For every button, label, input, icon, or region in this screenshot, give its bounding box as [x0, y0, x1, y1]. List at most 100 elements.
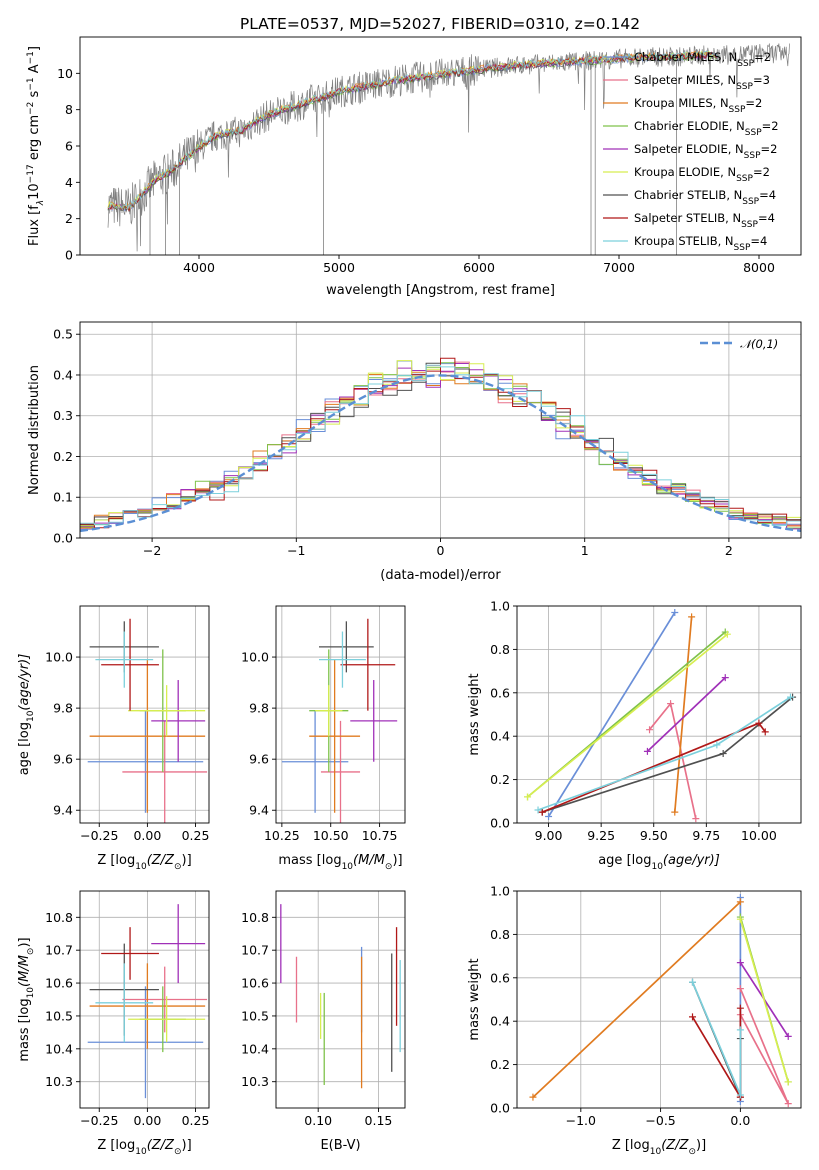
- residual-histogram-panel: −2 −1 0 1 2 0.0 0.1 0.2 0.3 0.4 0.5 (data-model)/er…: [27, 321, 802, 583]
- x-axis-label: E(B-V): [320, 1138, 360, 1153]
- weight-series-line: [691, 981, 742, 1096]
- spectrum-panel: 4000 5000 6000 7000 8000 0 2 4 6 8 10 wavelength [A…: [26, 36, 802, 298]
- weight-series-point: [736, 985, 744, 993]
- y-tick-label: 10.6: [241, 976, 269, 991]
- y-tick-label: 0.2: [490, 772, 510, 787]
- weight-series-point: [755, 719, 763, 727]
- weight-plot-area: [529, 894, 792, 1108]
- x-tick-label: 6000: [463, 260, 495, 275]
- weight-series-point: [545, 812, 553, 820]
- y-axis-label: Normed distribution: [27, 365, 42, 495]
- x-axis-label: age [log10(age/yr)]: [598, 853, 720, 872]
- weight-series-point: [538, 808, 546, 816]
- y-tick-label: 0.3: [53, 408, 73, 423]
- y-axis-label: mass [log10(M/M⊙)]: [17, 937, 36, 1061]
- spectrum-plot-area: [107, 43, 790, 255]
- weight-series-point: [534, 806, 542, 814]
- weight-series-point: [721, 674, 729, 682]
- x-tick-label: 8000: [743, 260, 775, 275]
- weight-series-point: [671, 808, 679, 816]
- legend-entry: Chabrier STELIB, NSSP=4: [634, 188, 776, 207]
- weight-series-point: [689, 1013, 697, 1021]
- x-tick-label: 10.00: [741, 828, 777, 843]
- weight-series-point: [784, 1078, 792, 1086]
- legend-entry: Salpeter ELODIE, NSSP=2: [634, 142, 777, 161]
- histogram-steps: [80, 357, 801, 529]
- y-tick-label: 6: [65, 139, 73, 154]
- x-axis-label: (data-model)/error: [380, 568, 501, 583]
- x-tick-label: 10.25: [264, 828, 300, 843]
- errorbar-plot-area: [281, 618, 398, 823]
- axes-frame: [79, 321, 802, 539]
- errorbar-plot-area: [87, 904, 208, 1099]
- x-tick-label: 10.50: [313, 828, 349, 843]
- axes-frame: [516, 890, 802, 1109]
- age-vs-metallicity-panel: −0.25 0.00 0.25 9.4 9.6 9.8 10.0 Z [log10(Z/Z⊙)…: [17, 605, 210, 872]
- x-tick-label: 7000: [603, 260, 635, 275]
- y-tick-label: 0.2: [490, 1057, 510, 1072]
- legend-entry: Kroupa MILES, NSSP=2: [634, 96, 762, 115]
- y-tick-label: 10.5: [241, 1008, 269, 1023]
- weight-vs-metallicity-panel: −1.0 −0.5 0.0 0.0 0.2 0.4 0.6 0.8 1.0 Z [log10(Z/…: [467, 884, 802, 1157]
- observed-spectrum-line: [107, 43, 790, 252]
- x-tick-label: −1.0: [566, 1113, 596, 1128]
- histogram-steps: [80, 364, 801, 526]
- age-vs-mass-panel: 10.25 10.50 10.75 9.4 9.6 9.8 10.0 mass [log10(…: [241, 605, 406, 872]
- weight-series-point: [723, 630, 731, 638]
- legend-entry: Salpeter STELIB, NSSP=4: [634, 211, 775, 230]
- legend-entry: 𝒩(0,1): [740, 337, 778, 351]
- weight-series-point: [667, 700, 675, 708]
- weight-series-line: [739, 918, 790, 1083]
- x-axis-label: Z [log10(Z/Z⊙)]: [97, 1138, 191, 1157]
- x-tick-label: 0.25: [182, 828, 210, 843]
- y-tick-label: 0.1: [53, 490, 73, 505]
- y-tick-label: 9.4: [53, 803, 73, 818]
- y-tick-label: 10.3: [241, 1074, 269, 1089]
- y-tick-label: 9.6: [249, 752, 269, 767]
- weight-series-point: [689, 978, 697, 986]
- weight-series-point: [688, 613, 696, 621]
- legend-entry: Chabrier MILES, NSSP=2: [634, 50, 771, 69]
- weight-series-line: [646, 676, 726, 753]
- x-tick-label: 9.50: [640, 828, 668, 843]
- y-tick-label: 0.2: [53, 449, 73, 464]
- y-tick-label: 10.5: [45, 1008, 73, 1023]
- y-tick-label: 1.0: [490, 884, 510, 899]
- x-tick-label: −0.25: [80, 1113, 118, 1128]
- x-tick-label: 1: [581, 543, 589, 558]
- weight-series-point: [524, 793, 532, 801]
- weight-series-point: [671, 609, 679, 617]
- y-tick-label: 10.6: [45, 976, 73, 991]
- weight-plot-area: [524, 609, 797, 823]
- model-spectrum-line: [107, 51, 718, 211]
- x-tick-label: 0.00: [133, 828, 161, 843]
- x-tick-label: 10.75: [362, 828, 398, 843]
- mass-vs-reddening-panel: 0.10 0.15 10.3 10.4 10.5 10.6 10.7 10.8 E(B-V): [241, 890, 406, 1153]
- weight-series-line: [526, 633, 728, 798]
- y-tick-label: 2: [65, 211, 73, 226]
- weight-series-line: [673, 616, 693, 813]
- x-tick-label: 0.15: [365, 1113, 393, 1128]
- x-tick-label: 0.10: [304, 1113, 332, 1128]
- y-tick-label: 9.4: [249, 803, 269, 818]
- y-tick-label: 0.8: [490, 927, 510, 942]
- legend-entry: Chabrier ELODIE, NSSP=2: [634, 119, 779, 138]
- x-tick-label: −0.5: [645, 1113, 675, 1128]
- x-tick-label: 0: [437, 543, 445, 558]
- y-tick-label: 10.4: [241, 1041, 269, 1056]
- weight-series-point: [529, 1093, 537, 1101]
- x-tick-label: 2: [725, 543, 733, 558]
- weight-series-point: [643, 747, 651, 755]
- y-tick-label: 10.8: [241, 910, 269, 925]
- weight-series-point: [736, 1026, 744, 1034]
- y-tick-label: 0.6: [490, 970, 510, 985]
- legend-entry: Kroupa STELIB, NSSP=4: [634, 234, 767, 253]
- x-tick-label: 4000: [183, 260, 215, 275]
- y-tick-label: 4: [65, 175, 73, 190]
- weight-vs-age-panel: 9.00 9.25 9.50 9.75 10.00 0.0 0.2 0.4 0.6 0.8 1.0 a…: [467, 599, 802, 872]
- errorbar-plot-area: [280, 904, 401, 1089]
- y-tick-label: 0.8: [490, 642, 510, 657]
- x-tick-label: 0.25: [182, 1113, 210, 1128]
- weight-series-point: [784, 1032, 792, 1040]
- y-tick-label: 0.0: [53, 531, 73, 546]
